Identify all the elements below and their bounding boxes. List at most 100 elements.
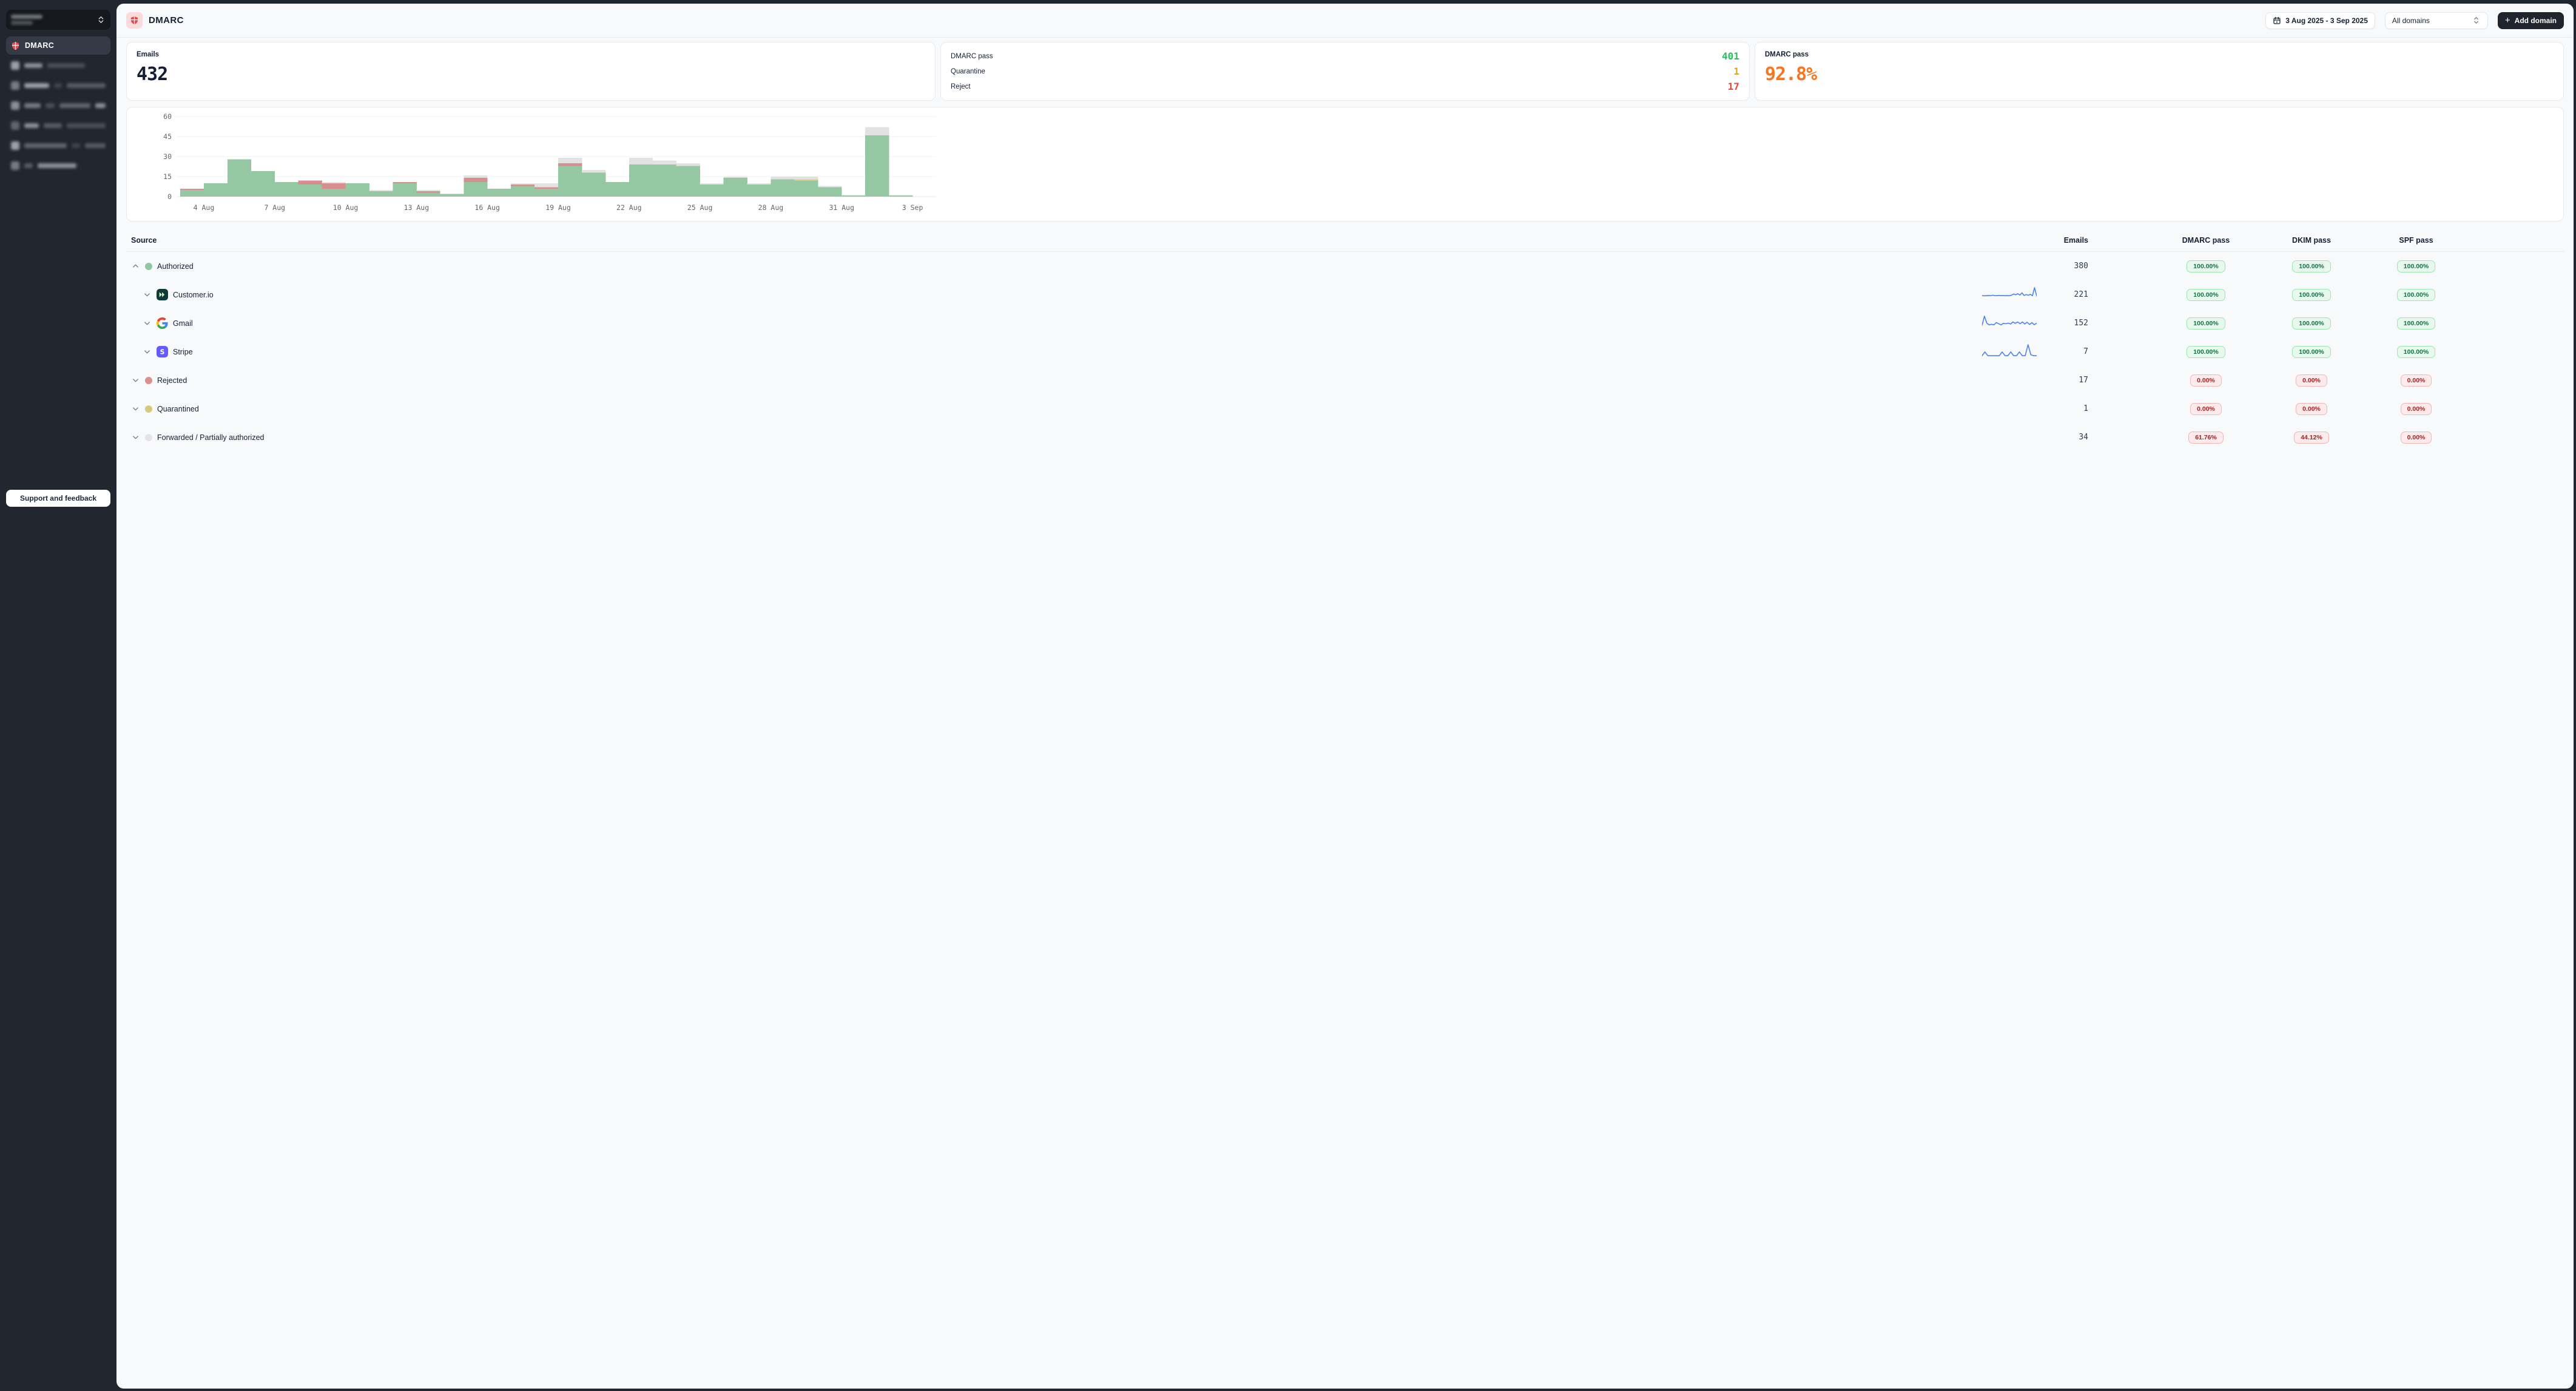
bar-segment-dmarc-pass[interactable]	[345, 183, 369, 197]
bar-segment-dmarc-pass[interactable]	[794, 180, 818, 197]
bar-segment-dmarc-pass[interactable]	[322, 188, 346, 197]
dkim-pass-badge-cell: 100.00%	[2259, 288, 2364, 301]
x-axis-tick-label: 19 Aug	[545, 203, 571, 212]
chevron-down-icon[interactable]	[131, 376, 140, 385]
table-row[interactable]: Quarantined 1 0.00% 0.00% 0.00%	[126, 394, 2564, 423]
source-label: Rejected	[157, 376, 187, 385]
date-range-picker[interactable]: 3 Aug 2025 - 3 Sep 2025	[2265, 12, 2375, 29]
bar-segment-dmarc-pass[interactable]	[227, 159, 252, 197]
dkim-pass-badge-cell: 44.12%	[2259, 431, 2364, 444]
chevron-down-icon[interactable]	[143, 319, 152, 328]
spf-pass-badge-cell: 0.00%	[2364, 431, 2468, 444]
bar-segment-reject[interactable]	[322, 183, 346, 189]
y-axis-tick-label: 60	[163, 112, 172, 121]
spf-pass-badge-cell: 0.00%	[2364, 374, 2468, 387]
bar-segment-forwarded[interactable]	[322, 181, 346, 183]
bar-segment-dmarc-pass[interactable]	[676, 166, 701, 197]
table-row[interactable]: Authorized 380 100.00% 100.00% 100.00%	[126, 252, 2564, 280]
bar-segment-forwarded[interactable]	[629, 158, 653, 165]
bar-segment-dmarc-pass[interactable]	[203, 183, 228, 197]
table-row[interactable]: Customer.io 221 100.00% 100.00% 100.00%	[126, 280, 2564, 309]
bar-segment-dmarc-pass[interactable]	[393, 183, 417, 197]
bar-segment-dmarc-pass[interactable]	[416, 192, 440, 197]
bar-segment-dmarc-pass[interactable]	[464, 181, 488, 197]
breakdown-label: DMARC pass	[951, 52, 993, 60]
domain-filter-select[interactable]: All domains	[2384, 12, 2488, 29]
bar-segment-forwarded[interactable]	[464, 175, 488, 178]
bar-segment-dmarc-pass[interactable]	[581, 172, 606, 197]
bar-segment-reject[interactable]	[180, 188, 204, 190]
col-dkim-pass: DKIM pass	[2292, 235, 2331, 245]
bar-segment-dmarc-pass[interactable]	[251, 171, 275, 197]
bar-segment-forwarded[interactable]	[558, 158, 582, 163]
bar-segment-forwarded[interactable]	[369, 190, 393, 192]
source-cell: Forwarded / Partially authorized	[131, 433, 1982, 442]
bar-segment-forwarded[interactable]	[818, 186, 842, 188]
bar-segment-dmarc-pass[interactable]	[865, 135, 889, 197]
bar-segment-forwarded[interactable]	[581, 170, 606, 173]
bar-segment-forwarded[interactable]	[676, 163, 701, 166]
bar-segment-forwarded[interactable]	[511, 183, 535, 185]
bar-segment-dmarc-pass[interactable]	[841, 195, 866, 197]
bar-segment-dmarc-pass[interactable]	[511, 186, 535, 197]
bar-segment-forwarded[interactable]	[747, 183, 771, 185]
sidebar-item-dmarc[interactable]: DMARC	[6, 36, 110, 55]
table-row[interactable]: Rejected 17 0.00% 0.00% 0.00%	[126, 366, 2564, 394]
bar-segment-dmarc-pass[interactable]	[652, 164, 677, 197]
add-domain-button[interactable]: + Add domain	[2497, 12, 2564, 29]
bar-segment-forwarded[interactable]	[700, 183, 724, 185]
bar-segment-forwarded[interactable]	[416, 190, 440, 192]
sidebar-item-redacted[interactable]	[6, 157, 110, 175]
bar-segment-dmarc-pass[interactable]	[274, 181, 299, 197]
org-selector[interactable]	[6, 10, 110, 30]
bar-segment-dmarc-pass[interactable]	[298, 184, 323, 197]
status-dot	[145, 405, 152, 413]
support-feedback-button[interactable]: Support and feedback	[6, 490, 110, 507]
bar-segment-forwarded[interactable]	[770, 177, 795, 180]
bar-segment-dmarc-pass[interactable]	[605, 181, 630, 197]
sidebar-item-redacted[interactable]	[6, 96, 110, 115]
bar-segment-dmarc-pass[interactable]	[487, 188, 511, 197]
bar-segment-dmarc-pass[interactable]	[558, 166, 582, 197]
bar-segment-dmarc-pass[interactable]	[180, 190, 204, 197]
table-row[interactable]: S Stripe 7 100.00% 100.00% 100.00%	[126, 337, 2564, 366]
bar-segment-forwarded[interactable]	[534, 183, 559, 188]
chevron-up-icon[interactable]	[131, 262, 140, 271]
bar-segment-dmarc-pass[interactable]	[440, 194, 464, 197]
bar-segment-dmarc-pass[interactable]	[629, 164, 653, 197]
bar-segment-reject[interactable]	[511, 184, 535, 186]
bar-segment-dmarc-pass[interactable]	[818, 187, 842, 197]
bar-segment-forwarded[interactable]	[865, 127, 889, 135]
bar-segment-dmarc-pass[interactable]	[770, 179, 795, 197]
bar-segment-reject[interactable]	[464, 178, 488, 182]
sidebar-item-redacted[interactable]	[6, 137, 110, 155]
bar-segment-forwarded[interactable]	[794, 177, 818, 180]
chevron-down-icon[interactable]	[143, 347, 152, 356]
bar-segment-reject[interactable]	[393, 181, 417, 183]
breakdown-label: Quarantine	[951, 67, 985, 75]
bar-segment-dmarc-pass[interactable]	[700, 184, 724, 197]
sidebar-item-redacted[interactable]	[6, 117, 110, 135]
chevron-updown-icon	[2473, 17, 2478, 24]
bar-segment-reject[interactable]	[558, 163, 582, 166]
bar-segment-forwarded[interactable]	[723, 177, 747, 178]
status-dot	[145, 433, 152, 441]
bar-segment-dmarc-pass[interactable]	[534, 188, 559, 197]
bar-segment-reject[interactable]	[298, 180, 323, 185]
bar-segment-quarantine[interactable]	[794, 179, 818, 181]
bar-segment-reject[interactable]	[416, 191, 440, 193]
bar-segment-dmarc-pass[interactable]	[723, 178, 747, 197]
sidebar-item-redacted[interactable]	[6, 76, 110, 95]
bar-segment-dmarc-pass[interactable]	[369, 191, 393, 197]
table-row[interactable]: Gmail 152 100.00% 100.00% 100.00%	[126, 309, 2564, 337]
redacted-text	[24, 163, 33, 168]
bar-segment-forwarded[interactable]	[652, 160, 677, 165]
chevron-down-icon[interactable]	[143, 290, 152, 299]
table-row[interactable]: Forwarded / Partially authorized 34 61.76%…	[126, 423, 2564, 452]
chevron-down-icon[interactable]	[131, 433, 140, 442]
sidebar-item-redacted[interactable]	[6, 56, 110, 75]
bar-segment-dmarc-pass[interactable]	[747, 184, 771, 197]
bar-segment-dmarc-pass[interactable]	[889, 195, 913, 197]
bar-segment-reject[interactable]	[534, 187, 559, 189]
chevron-down-icon[interactable]	[131, 404, 140, 413]
